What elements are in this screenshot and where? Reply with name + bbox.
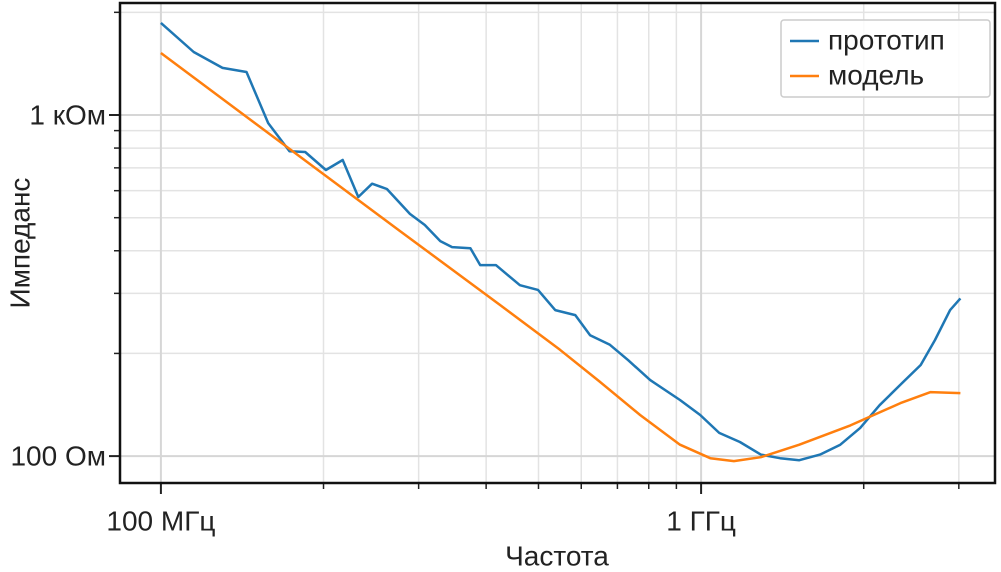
legend: прототип модель xyxy=(780,19,991,98)
legend-box xyxy=(780,19,991,98)
x-tick-label: 100 МГц xyxy=(106,505,215,536)
legend-label: прототип xyxy=(828,24,945,55)
y-axis-label: Импеданс xyxy=(4,178,35,309)
x-axis-label: Частота xyxy=(505,540,609,571)
legend-label: модель xyxy=(828,59,924,90)
series-line xyxy=(160,21,962,462)
y-tick-label: 1 кОм xyxy=(29,99,106,130)
series-line xyxy=(160,51,961,463)
x-tick-label: 1 ГГц xyxy=(666,505,736,536)
y-tick-label: 100 Ом xyxy=(10,441,106,472)
plot-frame xyxy=(118,1,997,485)
